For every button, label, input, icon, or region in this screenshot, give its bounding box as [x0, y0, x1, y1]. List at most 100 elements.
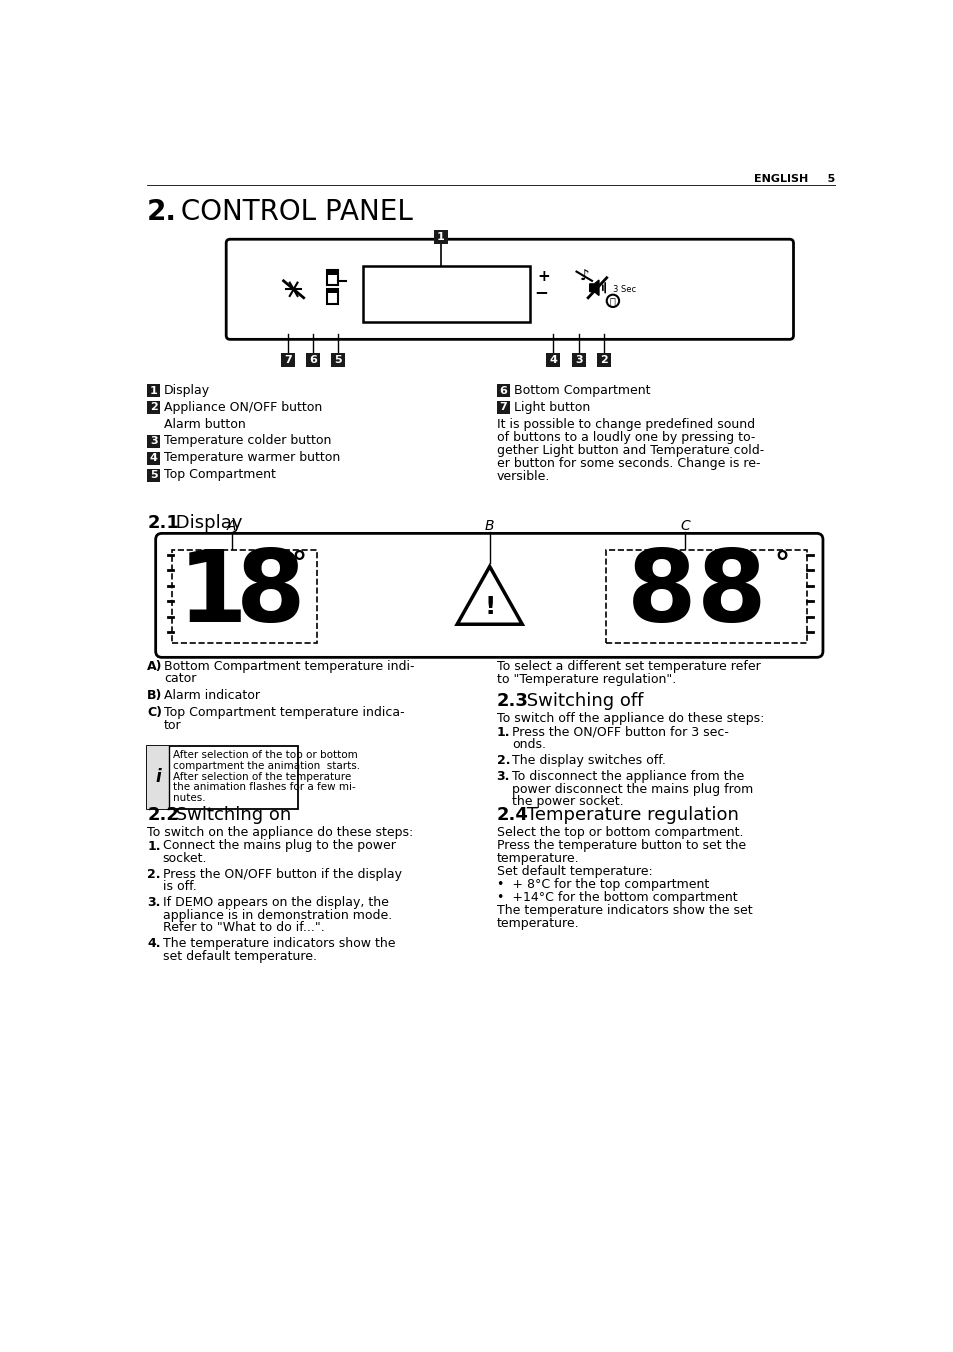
Bar — [327, 270, 337, 274]
Text: If DEMO appears on the display, the: If DEMO appears on the display, the — [162, 896, 388, 910]
Text: Temperature warmer button: Temperature warmer button — [164, 452, 340, 465]
Circle shape — [606, 295, 618, 307]
Text: 1: 1 — [436, 233, 444, 242]
Text: set default temperature.: set default temperature. — [162, 949, 316, 963]
Text: is off.: is off. — [162, 880, 196, 894]
Bar — [147, 452, 160, 465]
Text: After selection of the temperature: After selection of the temperature — [172, 772, 351, 781]
Text: Display: Display — [164, 384, 210, 396]
Text: Light button: Light button — [513, 400, 589, 414]
Bar — [147, 402, 160, 414]
Text: 6: 6 — [498, 385, 507, 396]
Text: Refer to "What to do if...".: Refer to "What to do if...". — [162, 921, 324, 934]
Text: appliance is in demonstration mode.: appliance is in demonstration mode. — [162, 909, 392, 922]
Bar — [147, 384, 160, 397]
Text: To select a different set temperature refer: To select a different set temperature re… — [497, 660, 760, 673]
Text: Temperature regulation: Temperature regulation — [521, 806, 739, 825]
Text: 7: 7 — [498, 403, 507, 412]
Text: Press the ON/OFF button if the display: Press the ON/OFF button if the display — [162, 868, 401, 882]
Text: i: i — [155, 768, 161, 787]
Text: C: C — [679, 519, 689, 533]
Text: 1.: 1. — [497, 726, 510, 738]
Bar — [497, 402, 509, 414]
Text: 8: 8 — [696, 546, 765, 644]
Text: The temperature indicators show the set: The temperature indicators show the set — [497, 904, 752, 917]
Text: ENGLISH     5: ENGLISH 5 — [753, 174, 835, 184]
Text: A: A — [227, 519, 236, 533]
Polygon shape — [589, 280, 598, 296]
Text: of buttons to a loudly one by pressing to-: of buttons to a loudly one by pressing t… — [497, 431, 754, 443]
Text: 1: 1 — [150, 385, 157, 396]
Text: Switching off: Switching off — [521, 692, 643, 710]
Text: •  +14°C for the bottom compartment: • +14°C for the bottom compartment — [497, 891, 737, 904]
Text: To switch off the appliance do these steps:: To switch off the appliance do these ste… — [497, 711, 763, 725]
Text: socket.: socket. — [162, 852, 207, 865]
Bar — [327, 288, 337, 304]
Text: Display: Display — [171, 514, 243, 531]
Text: 2.: 2. — [147, 868, 160, 882]
Text: Alarm indicator: Alarm indicator — [164, 690, 260, 702]
Bar — [147, 469, 160, 481]
Text: 2.3: 2.3 — [497, 692, 528, 710]
Text: 4: 4 — [150, 453, 157, 464]
Text: tor: tor — [164, 719, 182, 731]
Text: 2: 2 — [150, 403, 157, 412]
Text: 5: 5 — [334, 356, 341, 365]
Text: 1: 1 — [177, 546, 247, 644]
Text: ♪: ♪ — [578, 269, 589, 284]
Text: It is possible to change predefined sound: It is possible to change predefined soun… — [497, 418, 754, 430]
FancyBboxPatch shape — [226, 239, 793, 339]
Text: The display switches off.: The display switches off. — [512, 754, 665, 767]
Text: Bottom Compartment: Bottom Compartment — [513, 384, 650, 396]
Text: 4: 4 — [549, 356, 557, 365]
Text: °: ° — [292, 550, 306, 579]
Bar — [327, 270, 337, 285]
Text: 3.: 3. — [147, 896, 160, 910]
Text: The temperature indicators show the: The temperature indicators show the — [162, 937, 395, 950]
Bar — [172, 549, 316, 644]
Text: Top Compartment temperature indica-: Top Compartment temperature indica- — [164, 706, 404, 719]
Text: 6: 6 — [309, 356, 316, 365]
Text: temperature.: temperature. — [497, 917, 578, 930]
Text: Switching on: Switching on — [171, 806, 292, 825]
Text: gether Light button and Temperature cold-: gether Light button and Temperature cold… — [497, 443, 763, 457]
Bar — [147, 746, 298, 808]
FancyBboxPatch shape — [155, 534, 822, 657]
Text: cator: cator — [164, 672, 196, 685]
Text: ⏻: ⏻ — [609, 296, 616, 306]
Text: compartment the animation  starts.: compartment the animation starts. — [172, 761, 359, 771]
Text: 7: 7 — [284, 356, 292, 365]
Text: 5: 5 — [150, 470, 157, 480]
Bar — [597, 353, 611, 366]
Text: Temperature colder button: Temperature colder button — [164, 434, 332, 448]
Text: 2.2: 2.2 — [147, 806, 179, 825]
Bar — [497, 384, 509, 397]
Bar — [605, 549, 806, 644]
Text: Select the top or bottom compartment.: Select the top or bottom compartment. — [497, 826, 742, 838]
Text: A): A) — [147, 660, 162, 673]
Text: 8: 8 — [626, 546, 696, 644]
Text: power disconnect the mains plug from: power disconnect the mains plug from — [512, 783, 753, 795]
Text: After selection of the top or bottom: After selection of the top or bottom — [172, 750, 357, 760]
Text: !: ! — [483, 595, 495, 618]
Text: versible.: versible. — [497, 470, 550, 483]
Text: 2.: 2. — [147, 199, 177, 226]
Bar — [571, 353, 585, 366]
Text: To disconnect the appliance from the: To disconnect the appliance from the — [512, 771, 743, 783]
Bar — [363, 266, 530, 322]
Text: C): C) — [147, 706, 162, 719]
Text: 3 Sec: 3 Sec — [612, 285, 636, 293]
Text: Top Compartment: Top Compartment — [164, 468, 275, 481]
Text: 2: 2 — [599, 356, 608, 365]
Text: 2.: 2. — [497, 754, 510, 767]
Bar — [331, 353, 344, 366]
Text: 2.1: 2.1 — [147, 514, 179, 531]
Text: 8: 8 — [235, 546, 305, 644]
Text: er button for some seconds. Change is re-: er button for some seconds. Change is re… — [497, 457, 760, 469]
Text: 2.4: 2.4 — [497, 806, 528, 825]
Bar — [306, 353, 319, 366]
Text: −: − — [534, 283, 548, 300]
Text: 3.: 3. — [497, 771, 510, 783]
Text: 1.: 1. — [147, 840, 160, 853]
Text: to "Temperature regulation".: to "Temperature regulation". — [497, 673, 676, 687]
